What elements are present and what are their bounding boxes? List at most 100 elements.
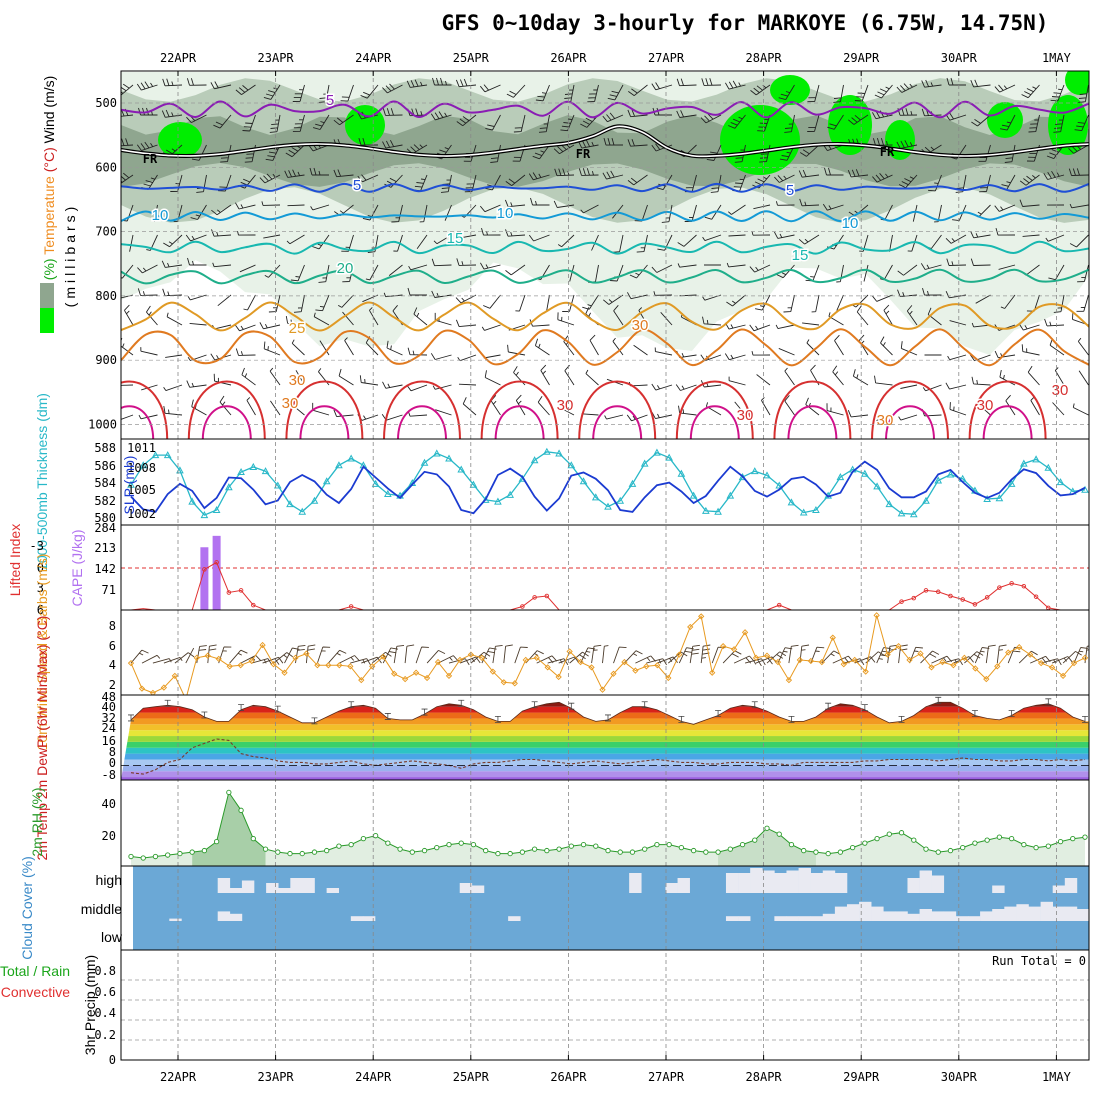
rh2m-point <box>776 831 782 837</box>
thickness-point <box>322 477 331 485</box>
wind-barb <box>187 294 207 301</box>
wind-barb <box>628 84 648 96</box>
cloud-high-bar <box>750 868 763 893</box>
cape-tick: 213 <box>94 541 116 555</box>
wind-barb <box>462 397 477 416</box>
contour-label: 10 <box>497 205 514 222</box>
thickness-point <box>567 461 576 469</box>
temp-minmax-marker <box>531 701 538 709</box>
wind10m-point <box>303 650 310 657</box>
x-tick-bottom: 28APR <box>746 1070 783 1084</box>
rh2m-point <box>165 852 171 858</box>
wind10m-barb <box>350 658 371 666</box>
wind10m-point <box>807 657 814 665</box>
wind10m-point <box>1005 649 1012 656</box>
rh2m-point <box>1082 834 1088 840</box>
slp-tick: 1008 <box>127 461 156 475</box>
isotherm-40 <box>494 405 545 439</box>
wind-barb <box>430 353 452 360</box>
wind10m-point <box>544 664 551 671</box>
thickness-point <box>714 507 722 515</box>
wind10m-point <box>950 662 957 669</box>
temp-band <box>121 724 1089 731</box>
cloud-high-bar <box>677 878 690 893</box>
wind-barb <box>934 204 942 223</box>
wind-barb <box>778 84 795 101</box>
thickness-point <box>1020 459 1028 467</box>
wind-barb <box>269 114 281 133</box>
wind-barb <box>291 339 305 356</box>
wind-barb <box>1028 114 1040 133</box>
rh2m-point <box>226 789 232 796</box>
wind-barb <box>138 414 158 420</box>
wind-barb <box>822 203 844 211</box>
thickness-point <box>1044 463 1053 471</box>
wind-barb <box>701 78 722 86</box>
thickness-point <box>457 465 466 473</box>
thickness-point <box>591 493 600 501</box>
thickness-point <box>273 481 282 489</box>
wind-barb <box>268 294 281 313</box>
rh-legend-swatch <box>40 283 54 308</box>
thickness-point <box>726 491 735 499</box>
temp-minmax-marker <box>164 699 171 707</box>
wind10m-barb <box>591 644 602 664</box>
lifted-tick: 6 <box>37 603 44 617</box>
wind10m-point <box>917 650 924 657</box>
wind-barb <box>212 262 232 268</box>
wind-barb <box>946 77 966 86</box>
wind-barb <box>580 204 599 214</box>
lifted-point <box>520 604 525 609</box>
cloud-middle-bar <box>508 916 521 921</box>
rh2m-point <box>788 841 795 848</box>
wind-barb <box>285 316 305 326</box>
precip-legend-total: Total / Rain <box>0 963 70 979</box>
cloud-high-bar <box>665 883 678 893</box>
wind-barb <box>121 83 134 96</box>
thickness-point <box>506 490 514 498</box>
wind-barb <box>213 373 232 386</box>
wind-barb <box>798 234 820 245</box>
wind-barb <box>141 384 158 391</box>
x-tick-bottom: 26APR <box>550 1070 587 1084</box>
wind-barb <box>749 264 771 273</box>
wind10m-barb <box>426 649 446 664</box>
wind10m-point <box>752 654 760 661</box>
rh2m-point <box>128 853 134 860</box>
temp-minmax-marker <box>605 714 611 722</box>
axes: 22APR 22APR 23APR 23APR 24APR 24APR 25APR 25APR… <box>0 51 1072 1084</box>
wind10m-point <box>1048 664 1056 671</box>
temp-minmax-marker <box>348 701 355 709</box>
wind-barb <box>535 84 550 102</box>
rh2m-point <box>287 850 293 857</box>
lifted-point <box>348 604 354 609</box>
isotherm-40 <box>397 405 447 439</box>
wind10m-point <box>730 646 738 653</box>
temp2m-tick: -8 <box>102 768 116 782</box>
cloud-middle-bar <box>362 916 376 921</box>
wind-barb <box>1046 144 1065 160</box>
temp-minmax-marker <box>825 702 832 710</box>
rh2m-point <box>544 847 550 854</box>
chart-title: GFS 0~10day 3-hourly for MARKOYE (6.75W,… <box>442 11 1049 35</box>
wind-barb <box>998 264 1016 270</box>
cloud-middle-bar <box>955 916 969 921</box>
cloud-high-bar <box>1064 878 1078 893</box>
wind-barb <box>337 294 354 308</box>
wind-barb <box>651 82 673 91</box>
precip-tick: 0.8 <box>94 964 116 978</box>
wind10m-barb <box>547 658 569 666</box>
temp-minmax-marker <box>458 699 465 707</box>
cloud-cover-panel: high middle low <box>81 866 1090 950</box>
rh2m-point <box>666 841 672 848</box>
wind-barb <box>602 112 624 123</box>
cape-axis-label: CAPE (J/kg) <box>69 529 85 606</box>
wind-barb <box>163 384 183 392</box>
wind-barb <box>651 383 673 391</box>
rh-moist-patch <box>158 122 202 158</box>
temp-minmax-marker <box>274 705 281 713</box>
wind-barb <box>898 414 918 421</box>
wind10m-point <box>785 676 793 684</box>
wind-barb <box>365 264 379 281</box>
